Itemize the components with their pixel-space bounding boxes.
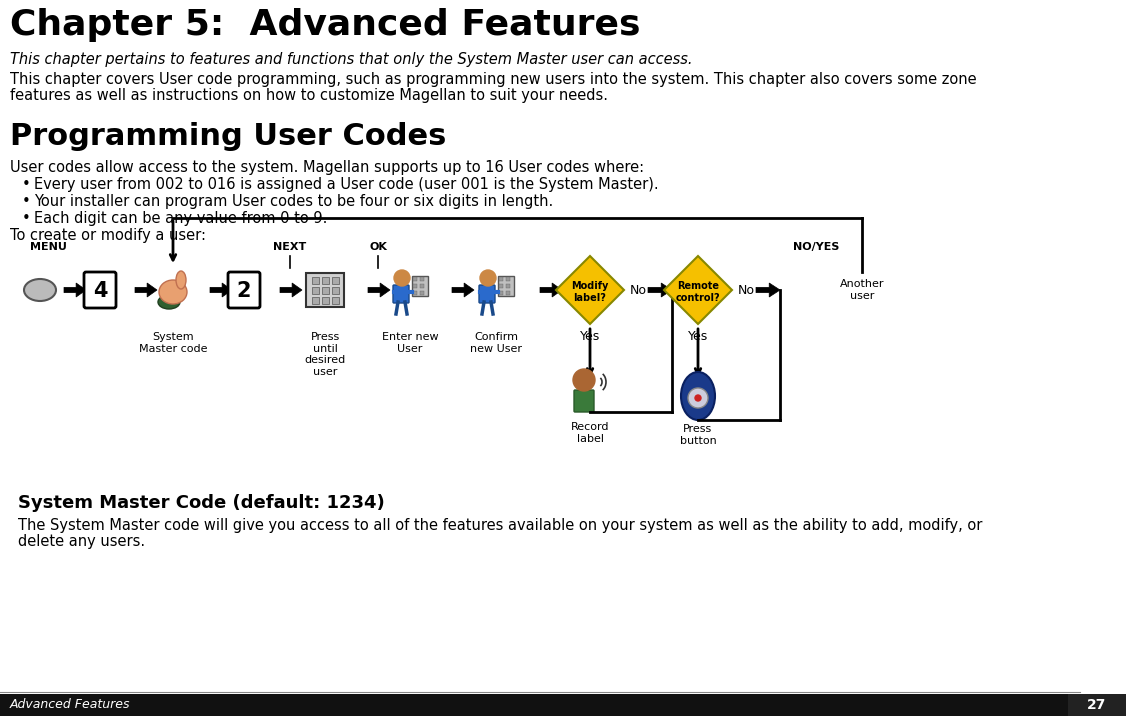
Text: MENU: MENU <box>30 242 66 252</box>
Bar <box>506 284 510 288</box>
Text: No: No <box>631 284 647 296</box>
Text: delete any users.: delete any users. <box>18 534 145 549</box>
Ellipse shape <box>681 372 715 420</box>
Ellipse shape <box>176 271 186 289</box>
Text: System
Master code: System Master code <box>138 332 207 354</box>
Bar <box>312 276 319 284</box>
Text: 4: 4 <box>92 281 107 301</box>
Polygon shape <box>64 283 86 297</box>
Circle shape <box>573 369 595 391</box>
Bar <box>322 296 329 304</box>
Text: Each digit can be any value from 0 to 9.: Each digit can be any value from 0 to 9. <box>34 211 328 226</box>
Text: features as well as instructions on how to customize Magellan to suit your needs: features as well as instructions on how … <box>10 88 608 103</box>
Text: Programming User Codes: Programming User Codes <box>10 122 446 151</box>
Text: •: • <box>23 211 30 226</box>
Circle shape <box>394 270 410 286</box>
Text: Your installer can program User codes to be four or six digits in length.: Your installer can program User codes to… <box>34 194 553 209</box>
Bar <box>413 284 417 288</box>
Text: The System Master code will give you access to all of the features available on : The System Master code will give you acc… <box>18 518 982 533</box>
Text: OK: OK <box>369 242 387 252</box>
Bar <box>322 286 329 294</box>
Polygon shape <box>452 283 474 297</box>
Bar <box>312 286 319 294</box>
Bar <box>312 296 319 304</box>
Text: Press
until
desired
user: Press until desired user <box>304 332 346 377</box>
Polygon shape <box>556 256 624 324</box>
FancyBboxPatch shape <box>306 273 345 307</box>
Bar <box>413 291 417 295</box>
Text: NO/YES: NO/YES <box>793 242 839 252</box>
Polygon shape <box>664 256 732 324</box>
Text: Remote: Remote <box>677 281 720 291</box>
Bar <box>413 277 417 281</box>
FancyBboxPatch shape <box>412 276 428 296</box>
Bar <box>499 277 503 281</box>
Bar <box>0 694 1126 716</box>
Ellipse shape <box>159 280 187 304</box>
Polygon shape <box>756 283 780 297</box>
Text: This chapter covers User code programming, such as programming new users into th: This chapter covers User code programmin… <box>10 72 976 87</box>
Polygon shape <box>1067 694 1126 716</box>
Text: 27: 27 <box>1088 698 1107 712</box>
Text: User codes allow access to the system. Magellan supports up to 16 User codes whe: User codes allow access to the system. M… <box>10 160 644 175</box>
Polygon shape <box>540 283 562 297</box>
Bar <box>420 284 425 288</box>
Polygon shape <box>135 283 157 297</box>
Circle shape <box>695 395 701 401</box>
Text: 2: 2 <box>236 281 251 301</box>
Bar <box>331 276 339 284</box>
Bar <box>506 291 510 295</box>
FancyBboxPatch shape <box>498 276 513 296</box>
Bar <box>420 277 425 281</box>
Circle shape <box>480 270 495 286</box>
Polygon shape <box>280 283 302 297</box>
Text: •: • <box>23 194 30 209</box>
Text: Press
button: Press button <box>680 424 716 445</box>
Text: Another
user: Another user <box>840 279 884 301</box>
Text: Confirm
new User: Confirm new User <box>470 332 522 354</box>
Bar <box>331 296 339 304</box>
Text: Modify: Modify <box>571 281 609 291</box>
Text: Enter new
User: Enter new User <box>382 332 438 354</box>
Polygon shape <box>647 283 672 297</box>
Text: NEXT: NEXT <box>274 242 306 252</box>
Bar <box>499 291 503 295</box>
Ellipse shape <box>158 295 180 309</box>
Text: Advanced Features: Advanced Features <box>10 699 131 712</box>
Text: control?: control? <box>676 293 721 303</box>
FancyBboxPatch shape <box>84 272 116 308</box>
Bar <box>322 276 329 284</box>
Bar <box>420 291 425 295</box>
Text: •: • <box>23 177 30 192</box>
Text: To create or modify a user:: To create or modify a user: <box>10 228 206 243</box>
Text: Record
label: Record label <box>571 422 609 444</box>
Polygon shape <box>211 283 232 297</box>
Text: Yes: Yes <box>580 330 600 343</box>
FancyBboxPatch shape <box>227 272 260 308</box>
Bar <box>331 286 339 294</box>
FancyBboxPatch shape <box>479 285 495 303</box>
Text: label?: label? <box>573 293 607 303</box>
Text: This chapter pertains to features and functions that only the System Master user: This chapter pertains to features and fu… <box>10 52 692 67</box>
Text: Chapter 5:  Advanced Features: Chapter 5: Advanced Features <box>10 8 641 42</box>
Text: Yes: Yes <box>688 330 708 343</box>
Circle shape <box>688 388 708 408</box>
Ellipse shape <box>24 279 56 301</box>
Bar <box>506 277 510 281</box>
Bar <box>499 284 503 288</box>
Text: No: No <box>738 284 756 296</box>
Text: Every user from 002 to 016 is assigned a User code (user 001 is the System Maste: Every user from 002 to 016 is assigned a… <box>34 177 659 192</box>
FancyBboxPatch shape <box>393 285 409 303</box>
Polygon shape <box>368 283 390 297</box>
Text: System Master Code (default: 1234): System Master Code (default: 1234) <box>18 494 385 512</box>
FancyBboxPatch shape <box>574 390 595 412</box>
